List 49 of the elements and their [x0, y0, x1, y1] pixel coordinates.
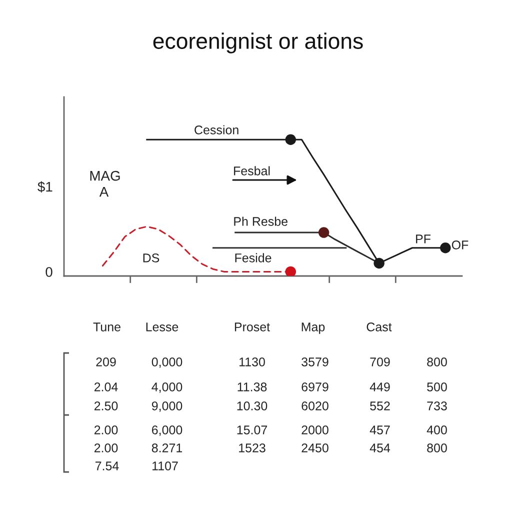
text: Lesse: [146, 322, 178, 332]
text: 15.07: [237, 426, 268, 434]
y-tick-label: $1: [38, 181, 52, 192]
annotation: MAG: [90, 170, 120, 181]
text: 10.30: [237, 402, 268, 410]
text: 400: [426, 426, 447, 434]
text: 800: [427, 444, 447, 452]
text: 209: [96, 358, 116, 366]
text: Cast: [366, 322, 392, 332]
text: 454: [370, 444, 390, 452]
text: Proset: [234, 322, 270, 332]
text: 7.54: [95, 462, 119, 470]
series-label: Cession: [194, 125, 238, 134]
text: 800: [427, 358, 447, 366]
text: 1523: [239, 444, 266, 452]
series-label: Feside: [235, 253, 272, 262]
text: 3579: [302, 358, 328, 366]
annotation: OF: [452, 240, 468, 250]
chart-title: ecorenignist or ations: [153, 32, 363, 54]
text: 4,000: [152, 382, 182, 393]
text: 2450: [302, 444, 328, 452]
annotation: A: [99, 187, 109, 197]
annotation: Fesbal: [234, 166, 270, 176]
text: 1130: [240, 358, 265, 366]
text: 733: [427, 402, 447, 410]
annotation: DS: [143, 254, 160, 262]
text: Tune: [93, 322, 120, 332]
annotation: PF: [416, 234, 430, 244]
text: 2.04: [94, 382, 118, 392]
text: 9,000: [152, 402, 182, 412]
text: 552: [370, 402, 390, 410]
text: 500: [427, 382, 447, 392]
text: 6020: [302, 402, 328, 410]
text: 2000: [302, 426, 328, 434]
text: 6979: [302, 382, 328, 392]
text: 6,000: [152, 426, 182, 436]
text: 1107: [152, 462, 178, 470]
text: 2.50: [94, 402, 118, 410]
text: Map: [302, 322, 325, 334]
y-tick-label: 0: [46, 267, 52, 277]
text: 0,000: [152, 358, 182, 368]
series-label: Ph Resbe: [234, 216, 288, 226]
text: 8.271: [152, 444, 182, 452]
text: 2.00: [94, 426, 118, 434]
text: 2.00: [94, 444, 118, 452]
text: 709: [370, 358, 390, 366]
text: 449: [370, 382, 390, 392]
text: 11.38: [238, 382, 267, 392]
text: 457: [370, 426, 390, 434]
